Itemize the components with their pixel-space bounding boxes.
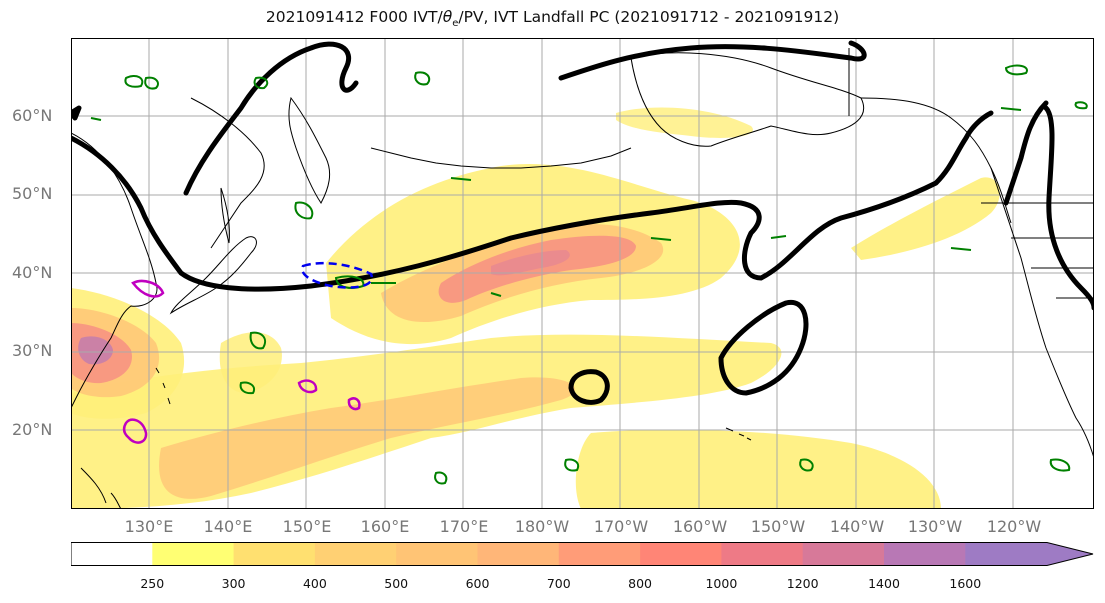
pv-green-contour [414,71,431,86]
coast-gulf-alaska [860,97,1012,224]
lon-label-130e: 130°E [124,517,174,536]
pv-negative-dashed-contour [301,261,373,289]
lon-label-150w: 150°W [750,517,806,536]
pv-green-contour [799,458,814,472]
pv-magenta-contour [131,279,165,298]
pv-green-contour [334,275,365,289]
pv-green-contour [1004,64,1028,76]
colorbar-tick-label: 800 [628,576,653,591]
lat-label-60n: 60°N [12,106,53,125]
lon-label-120w: 120°W [986,517,1042,536]
colorbar-tick-label: 1400 [868,576,900,591]
theta-contour-east [1043,105,1094,311]
lon-label-170w: 170°W [593,517,649,536]
pv-green-contour [434,471,448,485]
colorbar-tick-label: 250 [140,576,165,591]
theta-contour-main [71,110,994,292]
pv-magenta-contour [297,379,318,394]
pv-green-contour [1049,458,1071,472]
colorbar-segment [314,542,397,566]
theta-contour-na [1003,100,1049,206]
colorbar-tick-label: 500 [384,576,409,591]
colorbar-tick-label: 1600 [949,576,982,591]
theta-contour-loop-east [718,299,809,396]
pv-green-contour [239,381,255,395]
pv-green-contour [249,331,267,350]
colorbar-segment [884,542,966,566]
colorbar-segment [233,542,316,566]
lon-label-150e: 150°E [282,517,332,536]
lat-label-40n: 40°N [12,263,53,282]
colorbar-segment [71,542,153,566]
ivt-mid-south [159,377,576,499]
lat-label-30n: 30°N [12,341,53,360]
colorbar-extend-arrow [965,542,1093,566]
coast-kamchatka [288,96,331,204]
pv-green-contour [294,201,314,220]
pv-green-contour [1074,101,1088,110]
pv-green-contour [564,458,580,472]
colorbar-segment [802,542,885,566]
ivt-peak-north [491,250,570,276]
lon-label-140e: 140°E [203,517,253,536]
lon-label-130w: 130°W [907,517,963,536]
map-frame [71,38,1094,509]
pv-green-contour [253,76,269,90]
colorbar-segment [721,542,804,566]
theta-contour-northwest [71,105,82,121]
colorbar-tick-label: 600 [465,576,490,591]
theta-contour-small-loop [568,369,610,405]
colorbar-segment [396,542,478,566]
ivt-high-north [438,235,636,303]
colorbar-tick-label: 400 [302,576,327,591]
pv-magenta-contour [347,397,361,411]
theta-contour-arctic [183,41,359,196]
pv-negative-contours [301,261,373,289]
ivt-band-south-east [575,429,941,509]
ivt-peak-west [78,336,113,365]
pv-green-contours [90,64,1088,485]
coast-hawaii [725,427,752,441]
colorbar-tick-label: 1200 [786,576,819,591]
colorbar-segment [558,542,641,566]
coast-sakhalin [220,187,230,244]
pv-magenta-contour [122,418,148,444]
lat-label-50n: 50°N [12,184,53,203]
pv-green-contour [144,76,159,90]
pv-green-contour [90,107,1022,251]
colorbar-segment [477,542,560,566]
coast-aleutians [370,147,632,169]
map-panel [71,38,1094,509]
theta-e-contours [71,40,1094,405]
lon-label-160e: 160°E [360,517,410,536]
lat-label-20n: 20°N [12,420,53,439]
colorbar-outline [71,542,1094,566]
colorbar [71,542,1094,566]
pv-green-contour [371,235,787,297]
theta-contour-alaska [558,40,867,81]
lon-label-170e: 170°E [439,517,489,536]
ivt-band-northeast [851,177,1000,260]
coast-na-west [990,167,1094,459]
lon-label-140w: 140°W [829,517,885,536]
coast-alaska [630,52,865,147]
lon-label-180w: 180°W [514,517,570,536]
coast-okhotsk [190,97,265,249]
colorbar-segment [640,542,722,566]
ivt-band-midwest [219,332,282,393]
pv-magenta-contours [122,279,361,444]
graticule [71,38,1094,509]
pv-green-contour [124,75,144,88]
colorbar-tick-label: 1000 [705,576,738,591]
lon-label-160w: 160°W [672,517,728,536]
colorbar-segment [152,542,235,566]
colorbar-tick-label: 300 [221,576,246,591]
colorbar-segments [71,542,1093,566]
colorbar-tick-label: 700 [546,576,571,591]
map-title: 2021091412 F000 IVT/θe/PV, IVT Landfall … [265,8,840,30]
coast-islands-west [155,367,171,405]
